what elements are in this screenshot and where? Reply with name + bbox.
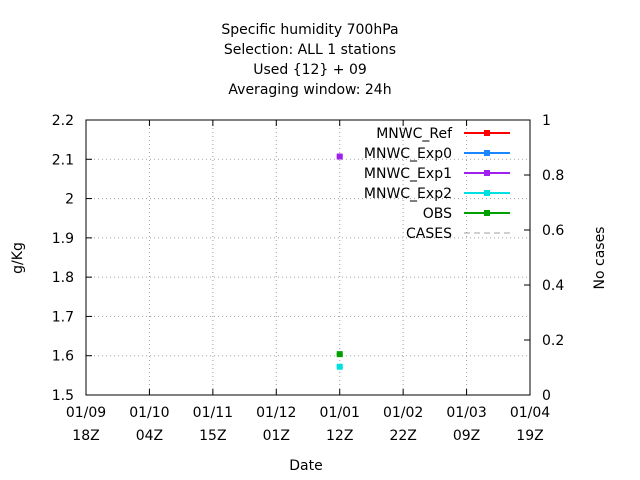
grid xyxy=(86,120,530,395)
y-tick-label: 1.6 xyxy=(52,349,74,365)
y-tick-label: 2.1 xyxy=(52,152,74,168)
legend-label: MNWC_Exp2 xyxy=(364,186,452,202)
y-tick-label: 2 xyxy=(65,192,74,208)
y2-tick-label: 0 xyxy=(542,388,551,404)
y2-tick-label: 0.8 xyxy=(542,168,564,184)
x-tick-time-label: 18Z xyxy=(72,428,99,444)
y2-tick-label: 0.6 xyxy=(542,223,564,239)
y2-tick-label: 1 xyxy=(542,113,551,129)
legend-marker xyxy=(484,130,490,136)
x-axis-label: Date xyxy=(289,458,322,474)
x-tick-date-label: 01/11 xyxy=(193,405,233,421)
y-tick-label: 2.2 xyxy=(52,113,74,129)
x-tick-date-label: 01/12 xyxy=(256,405,296,421)
legend-marker xyxy=(484,150,490,156)
x-tick-time-label: 22Z xyxy=(389,428,416,444)
legend: MNWC_Ref MNWC_Exp0 MNWC_Exp1 MNWC_Exp2 OBS CA… xyxy=(364,126,510,242)
y2-axis-label: No cases xyxy=(592,227,608,290)
legend-label: OBS xyxy=(423,206,452,222)
y2-tick-label: 0.2 xyxy=(542,333,564,349)
y-axis-label: g/Kg xyxy=(10,242,26,274)
x-tick-date-label: 01/04 xyxy=(510,405,550,421)
legend-label: MNWC_Exp0 xyxy=(364,146,452,162)
legend-label: CASES xyxy=(406,226,452,242)
x-tick-time-label: 19Z xyxy=(516,428,543,444)
x-tick-time-label: 12Z xyxy=(326,428,353,444)
chart-title-line-2: Selection: ALL 1 stations xyxy=(223,42,397,58)
axes: 1.5 1.6 1.7 1.8 1.9 2 2.1 2.2 0 0.2 0.4 0.6 0.8 1 01/0… xyxy=(52,113,565,444)
x-tick-date-label: 01/09 xyxy=(66,405,106,421)
x-tick-date-label: 01/01 xyxy=(320,405,360,421)
x-tick-time-label: 09Z xyxy=(453,428,480,444)
x-tick-date-label: 01/02 xyxy=(383,405,423,421)
chart-title-line-3: Used {12} + 09 xyxy=(253,62,367,78)
y-tick-label: 1.8 xyxy=(52,270,74,286)
plot-frame xyxy=(85,119,531,396)
legend-label: MNWC_Exp1 xyxy=(364,166,452,182)
chart-title-line-4: Averaging window: 24h xyxy=(228,82,392,98)
x-tick-time-label: 15Z xyxy=(199,428,226,444)
y-tick-label: 1.9 xyxy=(52,231,74,247)
legend-label: MNWC_Ref xyxy=(376,126,453,142)
x-tick-date-label: 01/10 xyxy=(129,405,169,421)
legend-marker xyxy=(484,190,490,196)
y-tick-label: 1.5 xyxy=(52,388,74,404)
y2-tick-label: 0.4 xyxy=(542,278,564,294)
x-tick-time-label: 04Z xyxy=(136,428,163,444)
x-tick-date-label: 01/03 xyxy=(446,405,486,421)
legend-marker xyxy=(484,170,490,176)
data-points xyxy=(336,153,343,370)
chart-title-line-1: Specific humidity 700hPa xyxy=(221,22,399,38)
y-tick-label: 1.7 xyxy=(52,309,74,325)
x-tick-time-label: 01Z xyxy=(263,428,290,444)
legend-marker xyxy=(484,210,490,216)
